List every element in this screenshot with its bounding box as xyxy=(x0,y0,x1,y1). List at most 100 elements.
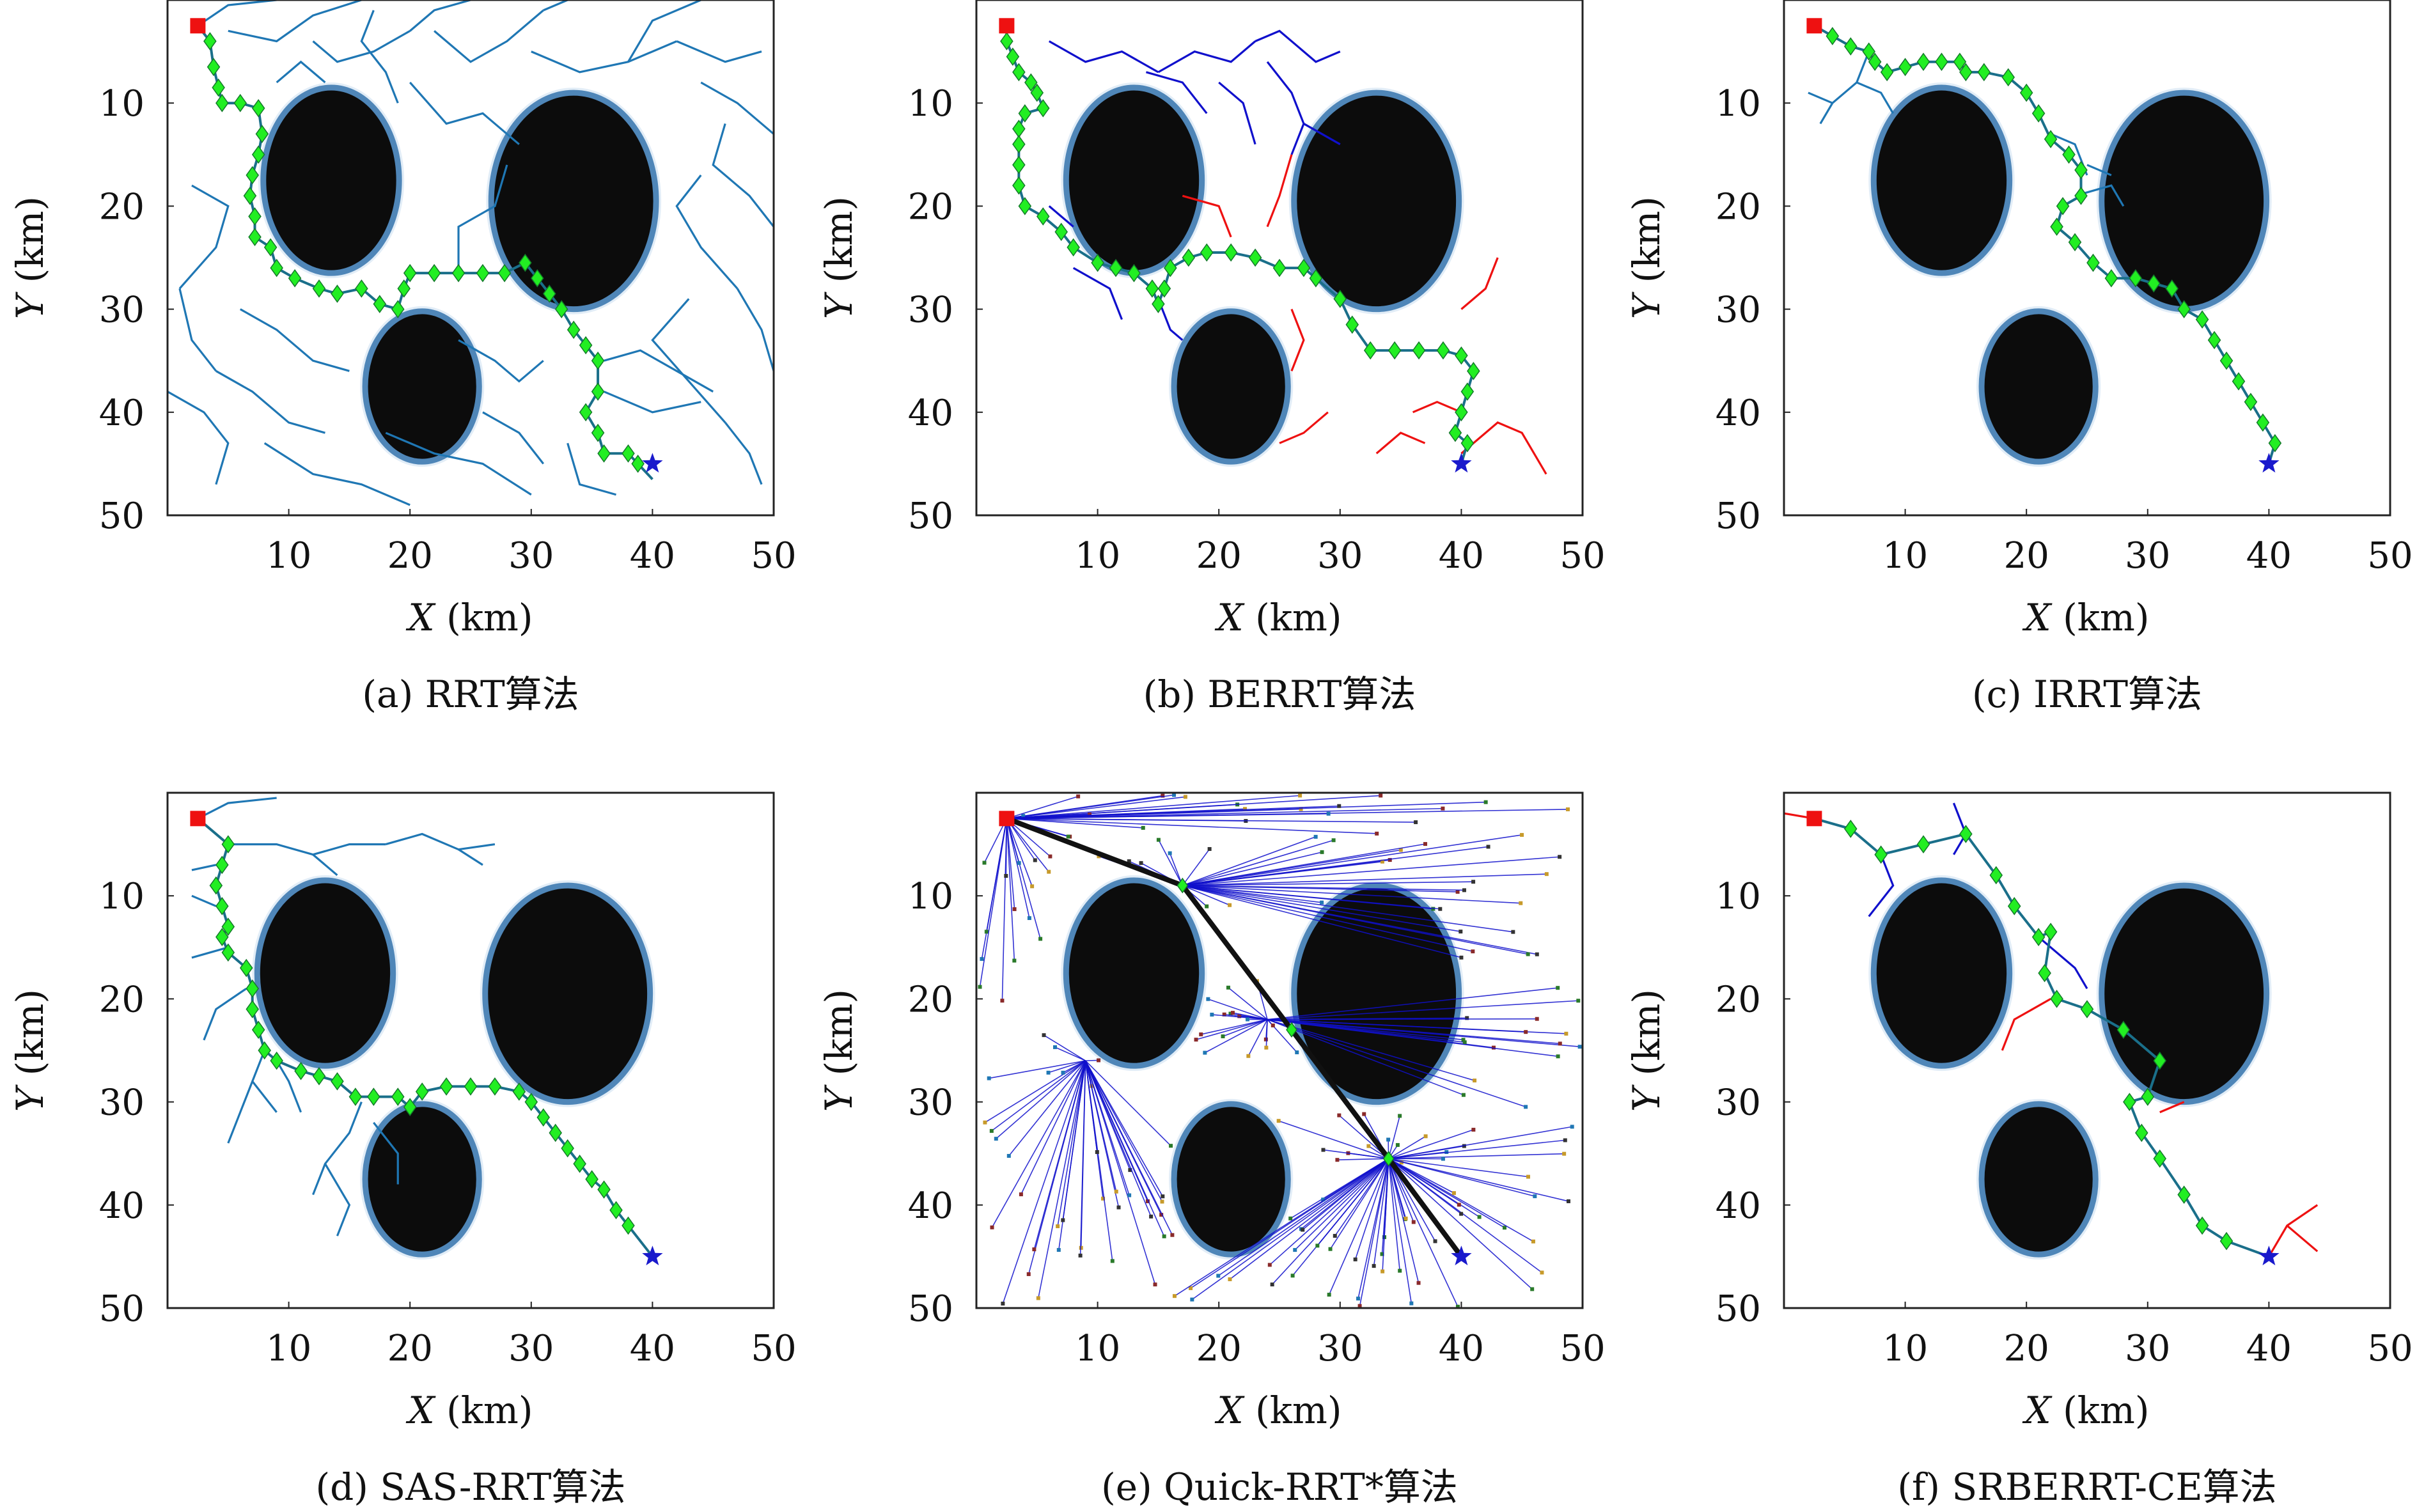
y-tick-label: 30 xyxy=(99,1082,145,1124)
y-tick-label: 20 xyxy=(908,979,953,1020)
path-node xyxy=(239,958,253,978)
tree-branch xyxy=(197,0,277,27)
path-node xyxy=(1127,263,1141,283)
tree-branch xyxy=(2001,998,2051,1051)
x-tick-label: 30 xyxy=(1317,535,1363,577)
x-tick-label: 20 xyxy=(2004,1328,2049,1369)
sample-node xyxy=(1455,889,1460,894)
tree-branch xyxy=(191,864,217,871)
sample-node xyxy=(1526,952,1530,956)
tree-edge xyxy=(1337,1158,1389,1161)
path-node xyxy=(246,166,260,185)
plot-frame xyxy=(1783,0,2391,517)
tree-branch xyxy=(1182,194,1232,238)
sample-node xyxy=(1372,1264,1376,1268)
chart-panel-d: 10 20 30 40 50 10 20 30 40 50 X (km) Y (km) (d) SAS-… xyxy=(8,791,797,1509)
tree-branch xyxy=(1072,267,1123,320)
path-node xyxy=(1157,279,1171,298)
path-node xyxy=(1826,27,1840,45)
path-node xyxy=(1363,341,1377,360)
tree-edge xyxy=(1182,885,1473,952)
tree-branch xyxy=(409,0,471,32)
path-node xyxy=(1388,341,1402,360)
path-node xyxy=(1018,197,1032,215)
tree-edge xyxy=(1182,885,1528,955)
path-node xyxy=(2001,68,2015,87)
path-node xyxy=(1297,258,1311,277)
path-node xyxy=(233,93,247,113)
path-node xyxy=(1000,32,1013,51)
path-node xyxy=(1455,346,1468,365)
sample-node xyxy=(1471,949,1475,954)
tree-edge xyxy=(1182,885,1230,906)
tree-edge xyxy=(1201,1018,1268,1035)
y-axis-label: Y (km) xyxy=(1625,989,1668,1112)
y-tick-label: 10 xyxy=(99,876,145,917)
start-marker xyxy=(999,18,1015,34)
sample-node xyxy=(1189,1286,1193,1290)
tree-edge xyxy=(1388,1158,1412,1304)
sample-node xyxy=(1395,1142,1400,1147)
sample-node xyxy=(987,1076,991,1080)
path-node xyxy=(1272,258,1287,277)
sample-node xyxy=(1293,1248,1297,1252)
sample-node xyxy=(1056,1248,1061,1252)
sample-node xyxy=(1033,858,1037,862)
path-node xyxy=(251,98,265,118)
sample-node xyxy=(1299,807,1303,811)
plot-frame xyxy=(1783,791,2391,1309)
tree-branch xyxy=(675,175,739,290)
tree-branch xyxy=(457,164,508,269)
sample-node xyxy=(1411,1220,1416,1224)
path-node xyxy=(2153,1149,2167,1168)
x-axis-label: X (km) xyxy=(405,596,533,639)
x-tick-label: 10 xyxy=(266,1328,311,1369)
sample-node xyxy=(1530,1287,1535,1291)
tree-edge xyxy=(1302,1158,1389,1231)
tree-branch xyxy=(373,1121,399,1185)
path-node xyxy=(519,253,532,272)
y-tick-label: 20 xyxy=(99,186,145,228)
path-node xyxy=(2019,83,2033,102)
tree-edge xyxy=(1038,1060,1086,1298)
sample-node xyxy=(1461,1038,1466,1042)
x-axis-label: X (km) xyxy=(2022,596,2149,639)
tree-edge xyxy=(1196,1018,1268,1040)
sample-node xyxy=(1270,1282,1274,1287)
obstacle-3 xyxy=(1978,308,2099,465)
path-node xyxy=(221,943,235,962)
y-tick-label: 20 xyxy=(908,186,953,228)
sample-node xyxy=(1535,952,1539,956)
sample-node xyxy=(1066,834,1070,839)
path-node xyxy=(451,263,465,283)
tree-edge xyxy=(1382,1158,1389,1272)
obstacle-3 xyxy=(362,1101,482,1258)
path-node xyxy=(367,1087,380,1106)
sample-node xyxy=(1380,859,1384,864)
path-node xyxy=(1182,248,1196,267)
y-tick-label: 30 xyxy=(1716,290,1761,331)
sample-node xyxy=(1006,1153,1011,1158)
path-node xyxy=(542,284,556,303)
path-node xyxy=(2044,923,2058,941)
sample-node xyxy=(1228,1277,1232,1281)
path-node xyxy=(1006,47,1020,66)
tree-branch xyxy=(531,40,677,74)
sample-node xyxy=(1169,1144,1173,1148)
sample-node xyxy=(1462,1040,1467,1045)
x-axis-label: X (km) xyxy=(2022,1389,2149,1432)
sample-node xyxy=(1004,874,1008,878)
path-node xyxy=(2044,130,2058,148)
tree-edge xyxy=(1388,1158,1462,1215)
path-node xyxy=(579,336,593,355)
tree-edge xyxy=(1359,1158,1389,1306)
y-tick-label: 20 xyxy=(99,979,145,1020)
goal-marker xyxy=(642,1245,663,1266)
tree-edge xyxy=(1006,796,1186,820)
path-node xyxy=(203,32,217,51)
tree-edge xyxy=(1182,852,1322,886)
sample-node xyxy=(1288,1216,1293,1220)
y-tick-label: 10 xyxy=(908,83,953,125)
plot-content xyxy=(999,18,1547,475)
obstacle-3 xyxy=(1171,1101,1291,1258)
